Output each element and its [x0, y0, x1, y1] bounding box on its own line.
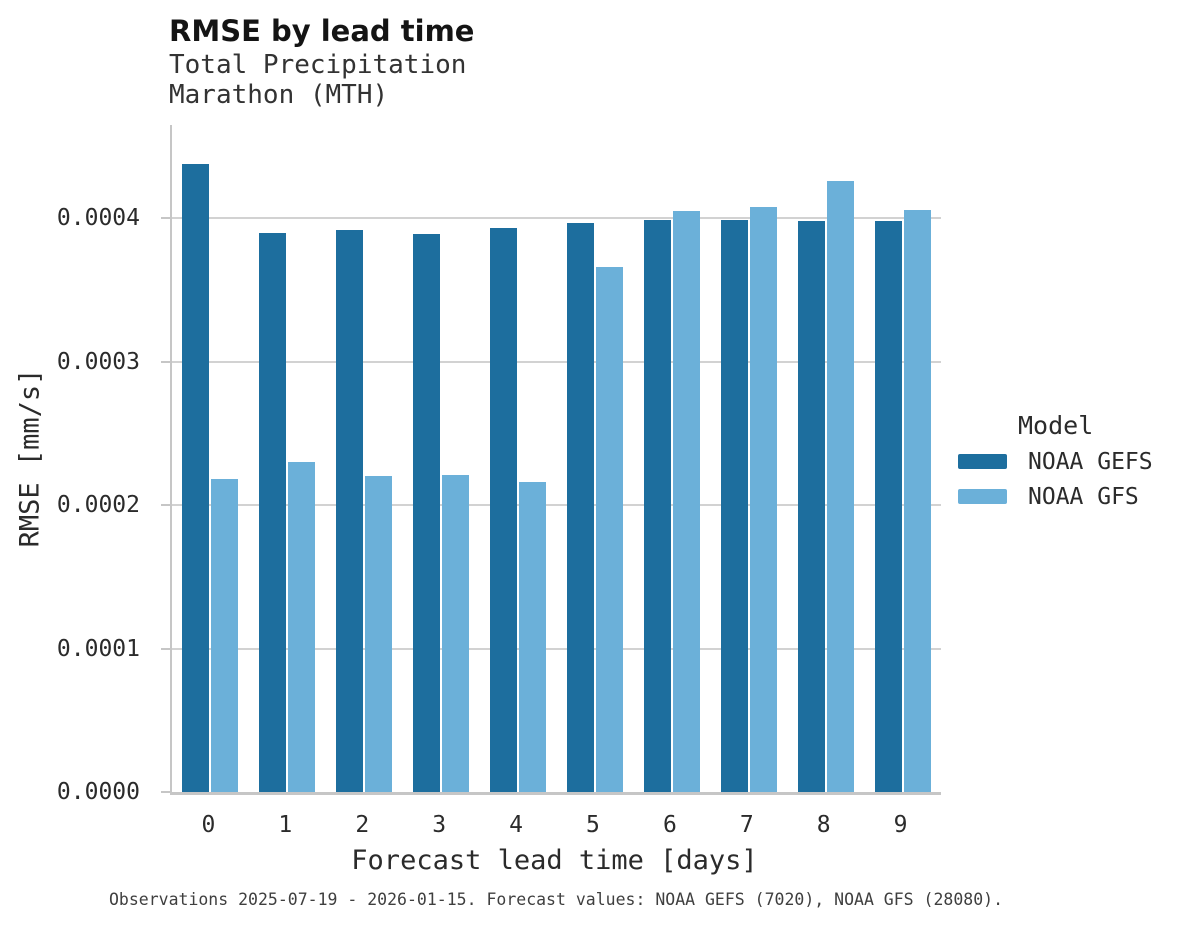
bar-group-day-1 [249, 125, 326, 792]
x-axis-tick-labels: 0 1 2 3 4 5 6 7 8 9 [170, 812, 939, 838]
bar-group-day-6 [633, 125, 710, 792]
y-tick-label: 0.0000 [56, 779, 140, 805]
bar-noaa-gefs-day-8 [797, 221, 825, 792]
y-tick-mark [161, 791, 170, 793]
bar-noaa-gfs-day-5 [595, 267, 623, 792]
bar-noaa-gefs-day-0 [182, 163, 210, 792]
plot-area [161, 125, 941, 795]
bar-group-day-4 [480, 125, 557, 792]
bar-group-day-0 [172, 125, 249, 792]
bar-noaa-gfs-day-8 [826, 180, 854, 792]
bar-noaa-gefs-day-5 [566, 222, 594, 792]
legend-title: Model [1018, 411, 1094, 440]
bar-noaa-gefs-day-2 [336, 229, 364, 792]
bar-group-day-5 [557, 125, 634, 792]
y-tick-label: 0.0001 [56, 635, 140, 662]
bars-layer [172, 125, 941, 792]
legend-swatch [958, 489, 1007, 504]
y-tick-label: 0.0003 [56, 348, 140, 375]
bar-noaa-gfs-day-1 [288, 462, 316, 792]
chart-title: RMSE by lead time [169, 14, 475, 48]
bar-noaa-gfs-day-7 [749, 206, 777, 792]
bar-group-day-9 [864, 125, 941, 792]
y-tick-mark [161, 360, 170, 363]
y-axis-tick-labels: 0.0000 0.0001 0.0002 0.0003 0.0004 [0, 125, 148, 805]
bar-noaa-gefs-day-3 [413, 234, 441, 792]
legend-label: NOAA GEFS [1028, 448, 1153, 475]
bar-group-day-8 [787, 125, 864, 792]
chart-subtitle-line-2: Marathon (MTH) [169, 80, 389, 110]
y-tick-label: 0.0004 [56, 205, 140, 232]
legend-swatch [958, 454, 1007, 469]
gridline-y-0.0001 [172, 647, 941, 650]
bar-group-day-3 [403, 125, 480, 792]
x-tick-label-1: 1 [278, 812, 293, 838]
y-tick-mark [161, 504, 170, 507]
x-tick-label-6: 6 [662, 812, 677, 838]
y-tick-mark [161, 647, 170, 650]
chart-subtitle-line-1: Total Precipitation [169, 50, 467, 80]
x-tick-label-7: 7 [739, 812, 754, 838]
x-tick-label-3: 3 [432, 812, 447, 838]
x-tick-label-5: 5 [586, 812, 600, 838]
legend-entry-noaa-gefs: NOAA GEFS [958, 444, 1153, 479]
bar-noaa-gefs-day-6 [643, 219, 671, 792]
bar-noaa-gfs-day-6 [672, 211, 700, 792]
gridline-y-0.0003 [172, 360, 941, 363]
x-tick-label-4: 4 [509, 812, 523, 838]
y-tick-mark [161, 217, 170, 220]
x-tick-label-9: 9 [893, 812, 908, 838]
legend-label: NOAA GFS [1028, 483, 1139, 510]
legend-entry-noaa-gfs: NOAA GFS [958, 479, 1153, 514]
bar-noaa-gfs-day-9 [903, 209, 931, 792]
bar-noaa-gefs-day-1 [259, 232, 287, 792]
x-tick-label-8: 8 [816, 812, 831, 838]
bar-noaa-gefs-day-4 [490, 228, 518, 792]
bar-noaa-gefs-day-9 [874, 221, 902, 792]
gridline-y-0.0002 [172, 504, 941, 507]
bar-group-day-2 [326, 125, 403, 792]
x-axis-label: Forecast lead time [days] [351, 845, 758, 876]
legend-rows: NOAA GEFS NOAA GFS [958, 444, 1153, 514]
bar-noaa-gfs-day-4 [519, 482, 547, 792]
bar-noaa-gfs-day-2 [365, 476, 393, 792]
gridline-y-0.0004 [172, 217, 941, 220]
caption: Observations 2025-07-19 - 2026-01-15. Fo… [108, 890, 1004, 909]
bar-noaa-gfs-day-0 [211, 479, 239, 792]
y-tick-label: 0.0002 [56, 492, 140, 519]
bar-noaa-gefs-day-7 [720, 219, 748, 792]
x-tick-label-0: 0 [201, 812, 216, 838]
bar-group-day-7 [710, 125, 787, 792]
x-tick-label-2: 2 [355, 812, 370, 838]
legend: Model NOAA GEFS NOAA GFS [958, 412, 1153, 514]
bar-noaa-gfs-day-3 [442, 475, 470, 792]
